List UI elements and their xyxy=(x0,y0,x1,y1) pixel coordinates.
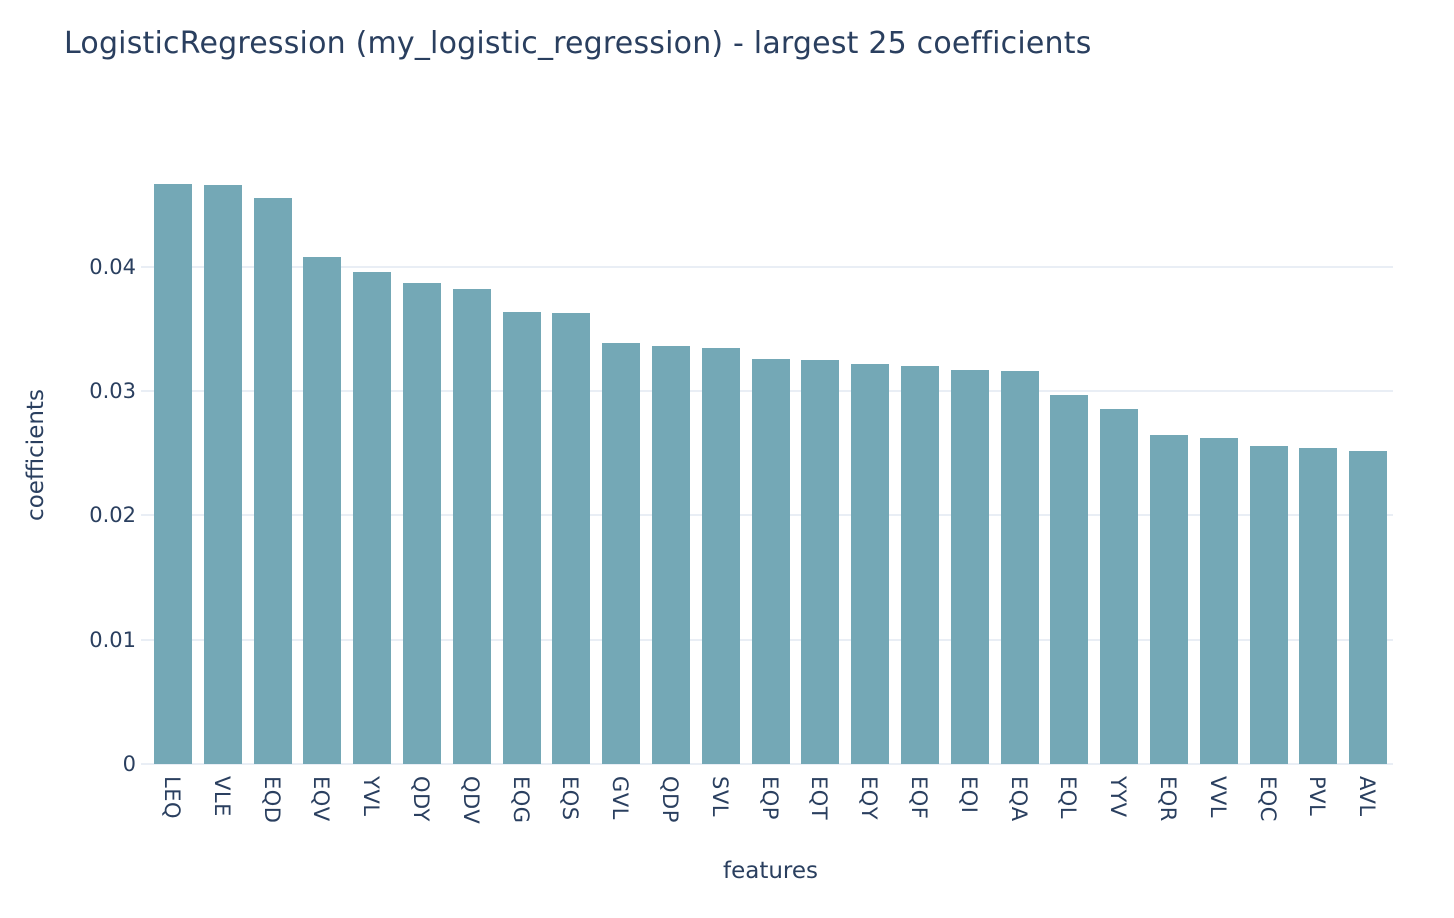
y-tick-label: 0 xyxy=(122,752,136,776)
x-tick-label: EQR xyxy=(1155,776,1180,822)
bar-eqs[interactable] xyxy=(552,312,591,764)
bar-eqy[interactable] xyxy=(851,363,890,764)
bar-yvl[interactable] xyxy=(353,271,392,764)
x-tick-label: EQV xyxy=(309,776,334,822)
x-tick-label: EQL xyxy=(1056,776,1081,819)
bar-yyv[interactable] xyxy=(1100,408,1139,764)
x-tick-label: YVL xyxy=(359,776,384,817)
x-tick-label: EQA xyxy=(1006,776,1031,822)
bar-eqr[interactable] xyxy=(1149,434,1188,764)
gridline xyxy=(148,763,1393,765)
y-tick-label: 0.01 xyxy=(89,627,136,652)
y-tick-label: 0.04 xyxy=(89,254,136,279)
x-tick-label: QDY xyxy=(408,776,433,822)
x-tick-label: EQP xyxy=(757,776,782,820)
bar-eql[interactable] xyxy=(1050,394,1089,764)
y-tick-label: 0.03 xyxy=(89,379,136,404)
bar-leq[interactable] xyxy=(153,183,192,764)
bar-eqi[interactable] xyxy=(950,369,989,764)
bar-eqc[interactable] xyxy=(1249,445,1288,764)
bar-eqg[interactable] xyxy=(502,311,541,764)
x-tick-label: QDV xyxy=(458,776,483,825)
x-tick-label: YYV xyxy=(1106,776,1131,818)
bar-eqa[interactable] xyxy=(1000,371,1039,764)
y-tick-label: 0.02 xyxy=(89,503,136,528)
y-axis-title: coefficients xyxy=(23,389,49,521)
x-tick-label: EQG xyxy=(508,776,533,824)
bar-svl[interactable] xyxy=(701,347,740,764)
bar-vvl[interactable] xyxy=(1199,438,1238,764)
x-tick-label: EQD xyxy=(259,776,284,824)
bar-avl[interactable] xyxy=(1349,450,1388,764)
y-tick-mark xyxy=(141,763,148,765)
x-tick-label: EQF xyxy=(906,776,931,820)
y-tick-mark xyxy=(141,390,148,393)
x-tick-label: EQY xyxy=(857,776,882,821)
bar-pvl[interactable] xyxy=(1299,448,1338,764)
y-tick-mark xyxy=(141,638,148,641)
x-tick-label: AVL xyxy=(1355,776,1380,817)
bar-qdp[interactable] xyxy=(651,346,690,764)
bar-eqt[interactable] xyxy=(801,360,840,764)
gridline xyxy=(148,265,1393,268)
x-tick-label: VLE xyxy=(209,776,234,817)
x-tick-label: EQS xyxy=(558,776,583,821)
bar-eqf[interactable] xyxy=(900,366,939,764)
bar-gvl[interactable] xyxy=(602,342,641,764)
x-tick-label: GVL xyxy=(608,776,633,820)
x-tick-label: VVL xyxy=(1205,776,1230,818)
x-axis-title: features xyxy=(722,858,819,884)
x-tick-label: QDP xyxy=(657,776,682,823)
plot-area[interactable] xyxy=(148,150,1393,765)
y-tick-mark xyxy=(141,514,148,517)
bar-eqv[interactable] xyxy=(303,256,342,764)
x-tick-label: EQC xyxy=(1255,776,1280,822)
bar-eqd[interactable] xyxy=(253,198,292,764)
bar-qdy[interactable] xyxy=(402,282,441,764)
x-tick-label: LEQ xyxy=(159,776,184,819)
x-tick-label: PVL xyxy=(1305,776,1330,817)
x-tick-label: SVL xyxy=(707,776,732,817)
x-tick-label: EQT xyxy=(807,776,832,821)
bar-vle[interactable] xyxy=(203,184,242,764)
bar-qdv[interactable] xyxy=(452,289,491,764)
y-tick-mark xyxy=(141,265,148,268)
chart-title: LogisticRegression (my_logistic_regressi… xyxy=(64,26,1092,61)
bar-eqp[interactable] xyxy=(751,358,790,764)
x-tick-label: EQI xyxy=(956,776,981,814)
